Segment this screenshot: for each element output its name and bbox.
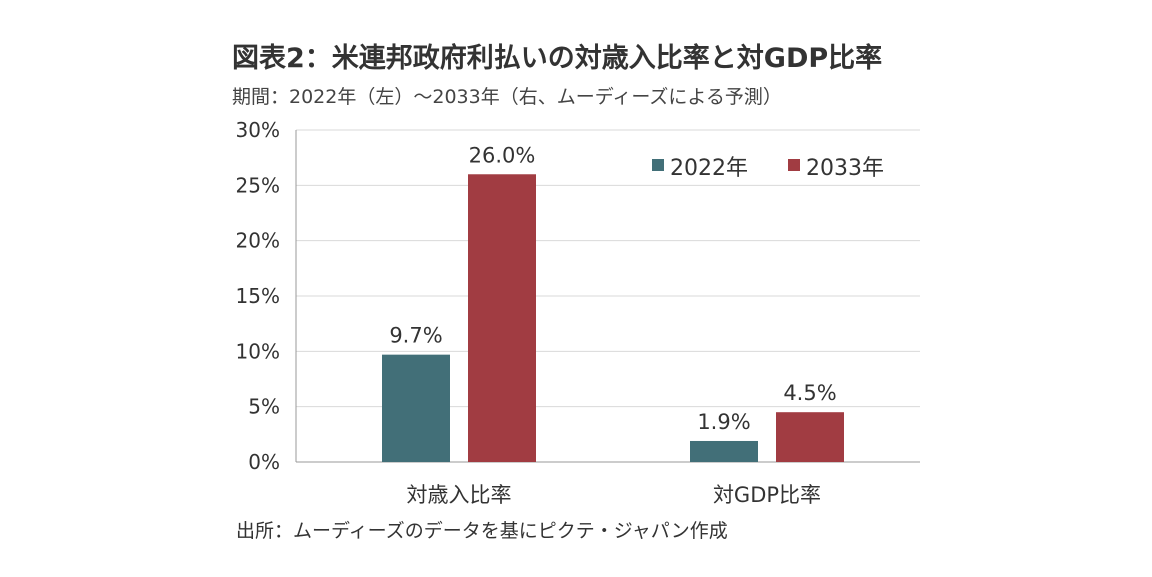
legend-swatch	[788, 159, 800, 171]
y-tick-label: 10%	[236, 339, 280, 363]
x-category-label: 対歳入比率	[407, 483, 512, 507]
legend-swatch	[652, 159, 664, 171]
bar-2033年-対歳入比率	[468, 174, 536, 462]
legend-label: 2022年	[670, 156, 748, 181]
data-label: 4.5%	[783, 381, 836, 405]
data-label: 9.7%	[389, 324, 442, 348]
y-tick-label: 30%	[236, 118, 280, 142]
bar-2022年-対GDP比率	[690, 440, 758, 462]
source-note: 出所：ムーディーズのデータを基にピクテ・ジャパン作成	[236, 520, 728, 542]
chart-title: 図表2：米連邦政府利払いの対歳入比率と対GDP比率	[232, 43, 883, 74]
chart-subtitle: 期間：2022年（左）～2033年（右、ムーディーズによる予測）	[232, 86, 782, 108]
y-tick-label: 5%	[248, 395, 280, 419]
y-tick-label: 15%	[236, 284, 280, 308]
data-label: 26.0%	[469, 143, 536, 167]
y-tick-label: 20%	[236, 229, 280, 253]
y-tick-label: 0%	[248, 450, 280, 474]
bar-2022年-対歳入比率	[382, 354, 450, 462]
y-tick-label: 25%	[236, 173, 280, 197]
legend-label: 2033年	[806, 156, 884, 181]
x-category-label: 対GDP比率	[713, 483, 821, 507]
data-label: 1.9%	[697, 410, 750, 434]
bar-2033年-対GDP比率	[776, 412, 844, 462]
